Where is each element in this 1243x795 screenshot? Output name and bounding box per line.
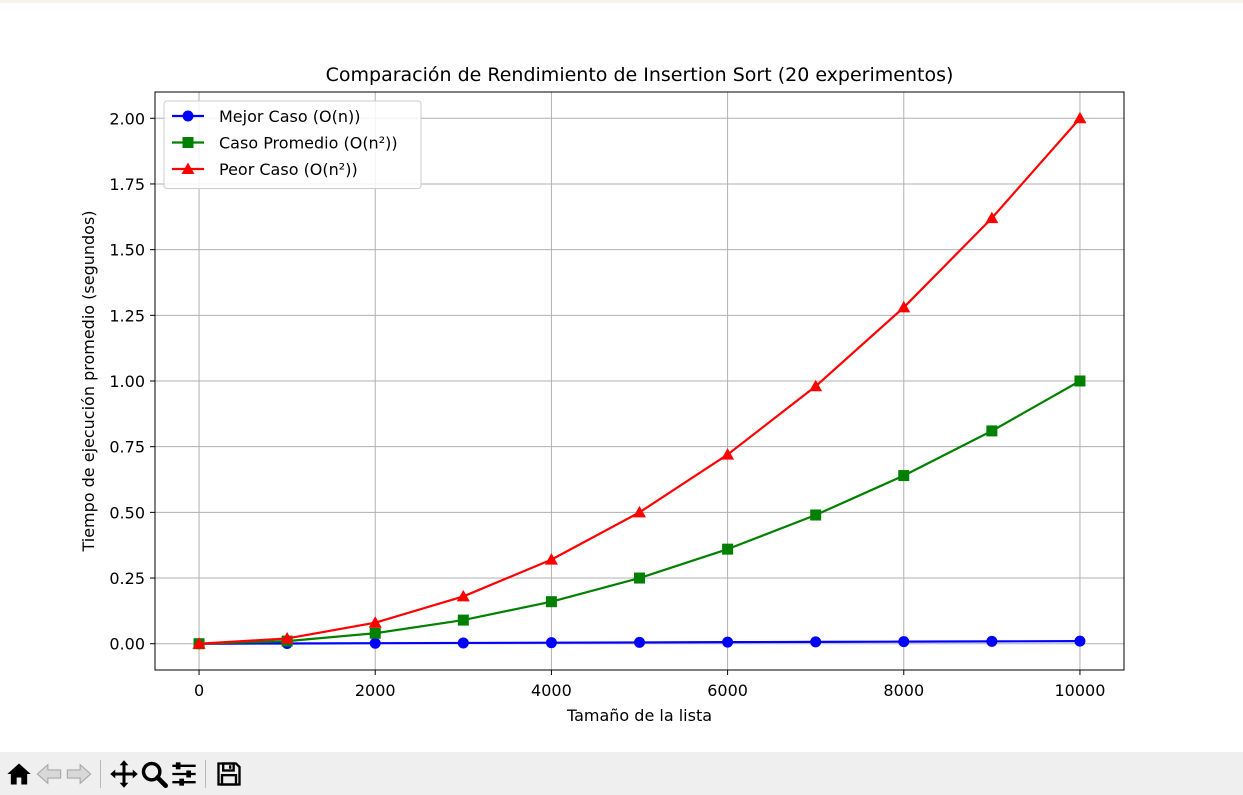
home-icon	[7, 763, 31, 784]
data-point	[721, 448, 735, 460]
legend-box	[163, 100, 422, 189]
chart-title: Comparación de Rendimiento de Insertion …	[326, 64, 954, 86]
legend-entry-label: Peor Caso (O(n²))	[219, 160, 358, 179]
data-point	[809, 379, 823, 392]
legend: Mejor Caso (O(n)) Caso Promedio (O(n²)) Pe…	[163, 100, 422, 189]
y-axis-label: Tiempo de ejecución promedio (segundos)	[79, 210, 98, 552]
data-point	[456, 589, 470, 602]
data-point	[986, 425, 998, 437]
data-point	[634, 636, 645, 648]
y-tick-label: 1.50	[109, 241, 145, 260]
series-lines	[192, 111, 1087, 650]
data-point	[545, 637, 557, 649]
y-tick-label: 0.25	[109, 569, 145, 588]
data-point	[722, 636, 734, 648]
pan-icon	[110, 759, 138, 788]
window-top-strip	[0, 0, 1243, 3]
x-axis-label: Tamaño de la lista	[566, 706, 712, 725]
data-point	[457, 614, 469, 626]
y-tick-label: 0.50	[109, 503, 145, 522]
x-tick-label: 0	[194, 681, 204, 700]
legend-entry-label: Mejor Caso (O(n))	[219, 107, 360, 126]
data-point	[897, 300, 911, 313]
data-point	[280, 631, 294, 644]
configure-subplots-button[interactable]	[169, 757, 199, 791]
series-1	[193, 635, 1086, 650]
x-tick-label: 4000	[531, 681, 572, 700]
data-point	[634, 572, 645, 584]
data-point	[1073, 111, 1087, 124]
pan-button[interactable]	[109, 757, 139, 791]
data-point	[810, 636, 822, 648]
data-point	[369, 627, 381, 639]
data-point	[457, 637, 469, 649]
x-tick-label: 6000	[707, 681, 748, 700]
legend-marker	[182, 137, 194, 148]
data-point	[544, 553, 558, 565]
y-tick-label: 1.75	[109, 175, 145, 194]
data-point	[986, 635, 998, 647]
toolbar-separator	[205, 759, 206, 788]
forward-button[interactable]	[64, 757, 94, 791]
data-point	[1074, 375, 1086, 387]
data-point	[369, 637, 381, 649]
data-point	[368, 616, 382, 628]
data-point	[898, 470, 910, 482]
data-point	[192, 637, 206, 649]
y-tick-label: 1.00	[109, 372, 145, 391]
x-tick-label: 8000	[883, 681, 924, 700]
y-tick-label: 0.00	[109, 635, 145, 654]
data-point	[1074, 635, 1086, 647]
data-point	[545, 596, 557, 608]
back-arrow-icon	[36, 762, 62, 785]
zoom-button[interactable]	[139, 757, 169, 791]
x-tick-label: 10000	[1055, 681, 1106, 700]
legend-entry-label: Caso Promedio (O(n²))	[219, 134, 398, 153]
x-tick-label: 2000	[355, 681, 396, 700]
save-button[interactable]	[214, 757, 244, 791]
figure-canvas: 0 2000 4000 6000 8000 10000 0.00 0.25 0.50 0.75 1.…	[79, 64, 1125, 725]
axis-ticks: 0 2000 4000 6000 8000 10000 0.00 0.25 0.50 0.75 1.…	[109, 109, 1105, 700]
zoom-icon	[141, 761, 168, 788]
data-point	[810, 509, 822, 521]
y-tick-label: 1.25	[109, 306, 145, 325]
data-point	[722, 543, 734, 555]
series-3	[192, 111, 1087, 649]
toolbar-separator	[100, 759, 101, 788]
navigation-toolbar	[0, 752, 1243, 795]
data-point	[898, 636, 910, 648]
y-tick-label: 0.75	[109, 438, 145, 457]
data-point	[985, 211, 999, 224]
legend-marker	[181, 162, 195, 174]
save-icon	[217, 761, 241, 786]
y-tick-label: 2.00	[109, 109, 145, 128]
legend-marker	[182, 110, 194, 122]
home-button[interactable]	[4, 757, 34, 791]
back-button[interactable]	[34, 757, 64, 791]
data-point	[633, 505, 646, 518]
forward-arrow-icon	[66, 762, 92, 785]
sliders-icon	[172, 761, 196, 786]
